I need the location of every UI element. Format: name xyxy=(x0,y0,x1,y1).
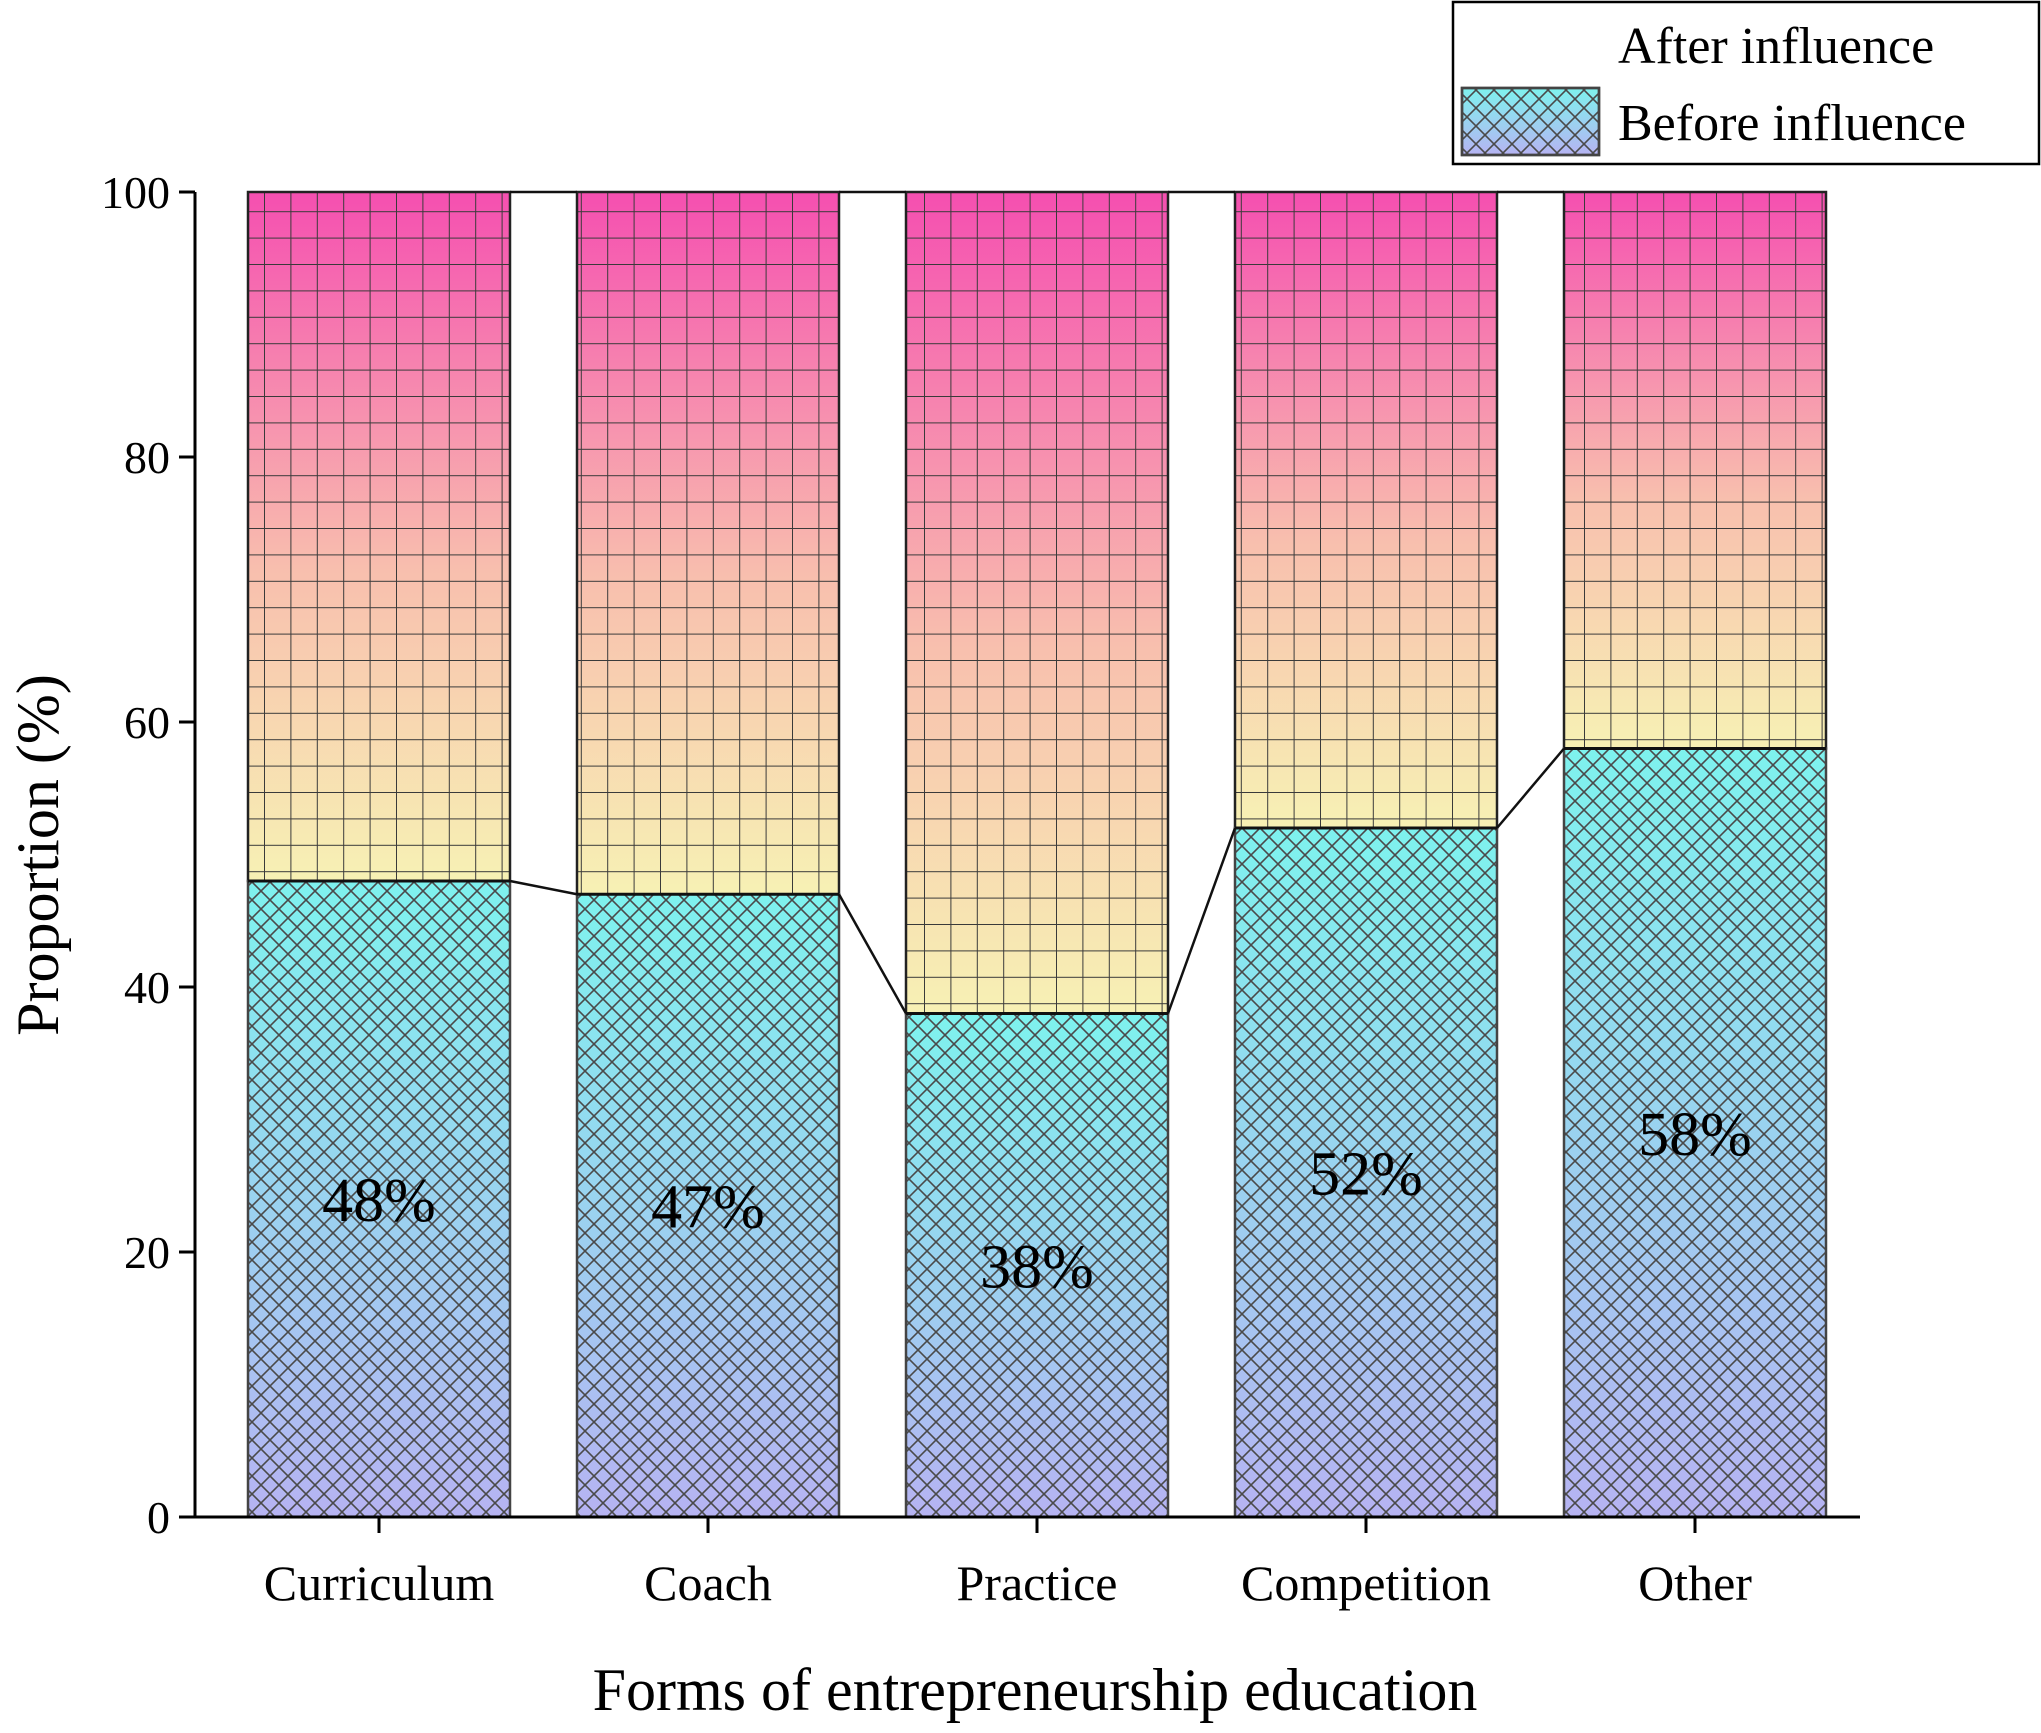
data-labels: 48% 47% 38% 52% 58% xyxy=(322,1101,1752,1302)
connector-line xyxy=(837,893,908,1015)
x-tick-label-practice: Practice xyxy=(956,1555,1117,1611)
legend-label-after: After influence xyxy=(1618,18,1934,75)
y-tick-label: 0 xyxy=(147,1492,170,1543)
x-axis-title: Forms of entrepreneurship education xyxy=(593,1657,1478,1723)
bar-after-hatch-other xyxy=(1562,190,1828,750)
legend-swatch-before-hatch xyxy=(1460,86,1601,157)
bar-after-hatch-practice xyxy=(904,190,1170,1015)
data-label-coach: 47% xyxy=(651,1174,765,1242)
x-ticks: Curriculum Coach Practice Competition Other xyxy=(264,1517,1752,1611)
bar-before-hatch-other xyxy=(1562,747,1828,1519)
bar-before-hatch-practice xyxy=(904,1012,1170,1519)
data-label-other: 58% xyxy=(1638,1101,1752,1169)
bar-after-hatch-competition xyxy=(1233,190,1499,830)
bar-after-hatch-curriculum xyxy=(246,190,512,883)
axes: 0 20 40 60 80 100 Curriculum Coach Practice Comp… xyxy=(101,167,1860,1611)
bar-before-hatch-competition xyxy=(1233,826,1499,1519)
y-tick-label: 40 xyxy=(124,962,170,1013)
bar-after-hatch-coach xyxy=(575,190,841,896)
y-tick-label: 60 xyxy=(124,697,170,748)
connector-line xyxy=(1496,747,1565,829)
legend: After influence Before influence xyxy=(1451,0,2041,166)
data-label-competition: 52% xyxy=(1309,1141,1423,1209)
y-ticks: 0 20 40 60 80 100 xyxy=(101,167,195,1543)
data-label-practice: 38% xyxy=(980,1233,1094,1301)
data-label-curriculum: 48% xyxy=(322,1167,436,1235)
x-tick-label-curriculum: Curriculum xyxy=(264,1555,495,1611)
bar-before-hatch-coach xyxy=(575,893,841,1519)
y-tick-label: 100 xyxy=(101,167,170,218)
y-tick-label: 20 xyxy=(124,1227,170,1278)
connector-line xyxy=(509,879,578,896)
y-axis-title: Proportion (%) xyxy=(5,674,71,1036)
y-tick-label: 80 xyxy=(124,432,170,483)
connector-line xyxy=(1166,827,1237,1014)
connector-lines xyxy=(509,190,1565,1015)
legend-label-before: Before influence xyxy=(1618,95,1966,152)
x-tick-label-coach: Coach xyxy=(644,1555,772,1611)
x-tick-label-competition: Competition xyxy=(1241,1555,1491,1611)
bars-layer xyxy=(246,190,1828,1519)
x-tick-label-other: Other xyxy=(1638,1555,1752,1611)
